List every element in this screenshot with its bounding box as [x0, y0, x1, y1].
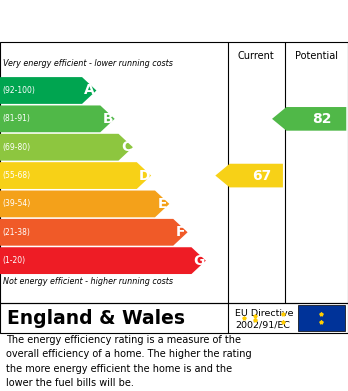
Polygon shape: [0, 106, 114, 132]
Polygon shape: [272, 107, 346, 131]
Text: 2002/91/EC: 2002/91/EC: [235, 320, 290, 329]
Polygon shape: [0, 190, 169, 217]
Text: (69-80): (69-80): [3, 143, 31, 152]
Polygon shape: [215, 164, 283, 187]
Text: A: A: [84, 84, 95, 97]
Text: Current: Current: [238, 51, 275, 61]
Polygon shape: [0, 219, 188, 246]
Text: EU Directive: EU Directive: [235, 309, 293, 318]
Text: D: D: [139, 169, 150, 183]
Text: F: F: [176, 225, 185, 239]
Text: 67: 67: [252, 169, 271, 183]
Text: England & Wales: England & Wales: [7, 308, 185, 328]
Text: G: G: [193, 254, 205, 267]
Text: The energy efficiency rating is a measure of the
overall efficiency of a home. T: The energy efficiency rating is a measur…: [6, 335, 252, 388]
Polygon shape: [0, 77, 96, 104]
Polygon shape: [0, 162, 151, 189]
Text: C: C: [121, 140, 131, 154]
Text: (21-38): (21-38): [3, 228, 31, 237]
Text: (39-54): (39-54): [3, 199, 31, 208]
Text: E: E: [158, 197, 167, 211]
Text: B: B: [102, 112, 113, 126]
Text: Not energy efficient - higher running costs: Not energy efficient - higher running co…: [3, 277, 173, 286]
Polygon shape: [0, 134, 133, 161]
Text: (55-68): (55-68): [3, 171, 31, 180]
Text: (92-100): (92-100): [3, 86, 35, 95]
Bar: [298, 305, 345, 331]
Text: Potential: Potential: [295, 51, 338, 61]
Text: (81-91): (81-91): [3, 114, 31, 123]
Text: 82: 82: [312, 112, 331, 126]
Text: Very energy efficient - lower running costs: Very energy efficient - lower running co…: [3, 59, 173, 68]
Text: (1-20): (1-20): [3, 256, 26, 265]
Polygon shape: [0, 247, 206, 274]
Text: Energy Efficiency Rating: Energy Efficiency Rating: [9, 11, 230, 25]
